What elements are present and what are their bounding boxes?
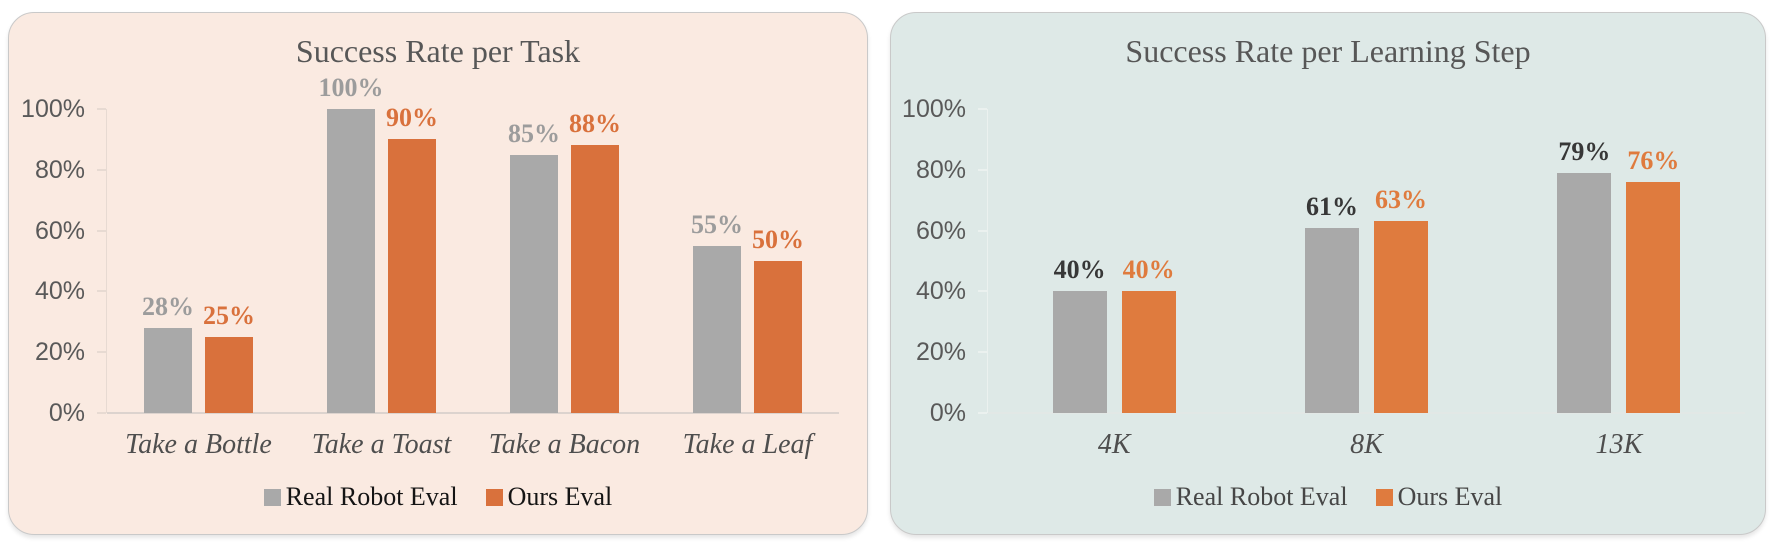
x-category-label: Take a Bottle	[125, 429, 272, 460]
bar-value-label: 28%	[142, 291, 194, 321]
y-tick-label: 40%	[34, 277, 85, 306]
legend-item: Ours Eval	[1375, 482, 1503, 512]
bar: 25%	[203, 303, 255, 413]
bar-value-label: 50%	[752, 225, 804, 254]
x-axis-labels: Take a Bottle Take a Toast Take a Bacon Tak…	[107, 427, 839, 463]
x-axis-labels: 4K 8K 13K	[988, 427, 1745, 463]
bar-value-label: 55%	[691, 209, 743, 239]
y-tick-label: 0%	[48, 399, 85, 427]
x-category-label: 4K	[1097, 429, 1131, 460]
bar: 76%	[1626, 147, 1681, 413]
y-tick	[96, 108, 106, 110]
legend-swatch-icon	[263, 488, 281, 506]
bar-group: 28% 25%	[107, 109, 290, 413]
bar: 79%	[1557, 138, 1612, 413]
bar-group: 61% 63%	[1240, 109, 1492, 413]
bar: 50%	[752, 227, 804, 413]
legend-swatch-icon	[1375, 488, 1393, 506]
y-tick	[96, 412, 106, 414]
bar-value-label: 90%	[386, 103, 438, 133]
bar: 61%	[1304, 193, 1359, 413]
y-tick-label: 0%	[929, 399, 966, 427]
bar: 100%	[319, 75, 384, 413]
chart-title: Success Rate per Task	[295, 33, 581, 69]
bar: 85%	[508, 120, 560, 413]
y-tick	[96, 290, 106, 293]
legend: Real Robot Eval Ours Eval	[9, 482, 867, 512]
bar-group: 85% 88%	[473, 109, 656, 413]
legend-swatch-icon	[485, 488, 503, 506]
bar: 28%	[142, 293, 194, 413]
y-tick-label: 100%	[21, 95, 85, 123]
x-axis-baseline	[988, 412, 1745, 414]
y-tick	[977, 229, 987, 232]
y-tick-label: 80%	[34, 155, 85, 184]
bar-value-label: 63%	[1374, 185, 1427, 215]
y-tick-label: 60%	[34, 216, 85, 245]
y-tick	[96, 168, 106, 171]
bar-value-label: 100%	[318, 73, 384, 102]
y-tick-label: 80%	[915, 155, 966, 184]
bar-group: 55% 50%	[656, 109, 839, 413]
legend-swatch-icon	[1153, 488, 1171, 506]
bar-value-label: 88%	[569, 109, 621, 139]
legend-label: Real Robot Eval	[1175, 482, 1348, 511]
x-category-label: 13K	[1595, 429, 1643, 460]
legend-item: Ours Eval	[485, 482, 613, 512]
legend-label: Ours Eval	[507, 482, 613, 511]
bar-group: 40% 40%	[988, 109, 1240, 413]
x-category-label: Take a Toast	[311, 429, 452, 460]
chart-title: Success Rate per Learning Step	[1125, 33, 1531, 69]
plot-area: 40% 40% 61% 63% 79% 76%	[988, 109, 1745, 413]
bar-value-label: 40%	[1122, 255, 1175, 285]
bar-value-label: 61%	[1305, 191, 1358, 221]
plot-area: 28% 25% 100% 90% 85% 88% 55% 50%	[107, 75, 839, 413]
bar-group: 100% 90%	[290, 75, 473, 413]
legend: Real Robot Eval Ours Eval	[891, 482, 1765, 512]
legend-label: Ours Eval	[1397, 482, 1503, 511]
y-tick-label: 100%	[902, 95, 966, 123]
y-tick-label: 40%	[915, 277, 966, 306]
bar-value-label: 76%	[1627, 145, 1680, 175]
bar: 40%	[1052, 257, 1107, 413]
y-tick	[977, 290, 987, 293]
legend-item: Real Robot Eval	[1153, 482, 1348, 512]
y-tick	[96, 351, 106, 354]
y-axis-line	[105, 109, 107, 413]
x-category-label: Take a Bacon	[488, 429, 641, 460]
x-axis-baseline	[107, 412, 839, 414]
bar-value-label: 40%	[1053, 255, 1106, 285]
bar: 88%	[569, 111, 621, 413]
bar: 40%	[1121, 257, 1176, 413]
x-category-label: 8K	[1350, 429, 1383, 460]
chart-panel-success-rate-per-learning-step: Success Rate per Learning Step 0% 20% 40% 6…	[890, 12, 1766, 535]
bar-value-label: 79%	[1558, 136, 1611, 166]
bar: 55%	[691, 211, 743, 413]
bar: 63%	[1373, 187, 1428, 413]
bar: 90%	[386, 105, 438, 413]
y-tick	[977, 108, 987, 110]
y-tick	[977, 351, 987, 354]
legend-item: Real Robot Eval	[263, 482, 458, 512]
y-tick-label: 20%	[34, 338, 85, 367]
y-tick-label: 60%	[915, 216, 966, 245]
y-axis-line	[986, 109, 988, 413]
x-category-label: Take a Leaf	[682, 429, 813, 460]
legend-label: Real Robot Eval	[285, 482, 458, 511]
bar-value-label: 85%	[508, 118, 560, 148]
y-tick	[977, 412, 987, 414]
y-tick	[977, 168, 987, 171]
bar-group: 79% 76%	[1493, 109, 1745, 413]
y-tick-label: 20%	[915, 338, 966, 367]
chart-panel-success-rate-per-task: Success Rate per Task 0% 20% 40% 60% 80% 100%…	[8, 12, 868, 535]
bar-value-label: 25%	[203, 301, 255, 330]
y-tick	[96, 229, 106, 232]
